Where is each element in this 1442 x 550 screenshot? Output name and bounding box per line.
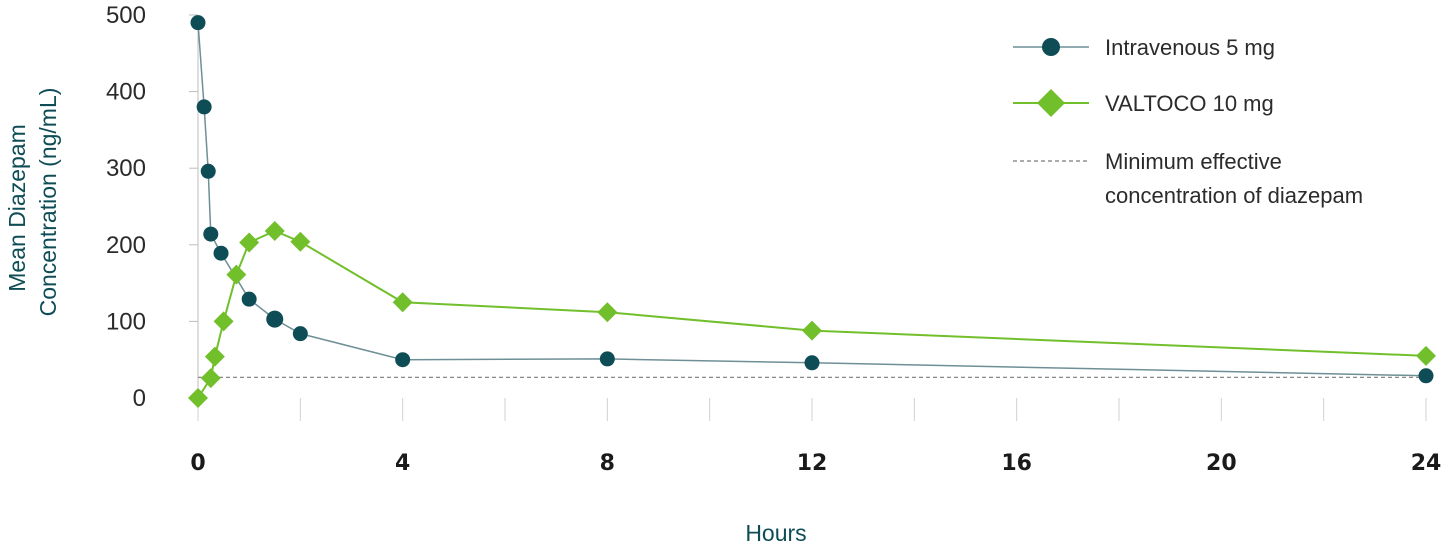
legend-threshold-label-line-1: Minimum effective	[1105, 149, 1282, 174]
data-point-intravenous	[599, 351, 615, 367]
data-point-intravenous	[1418, 368, 1434, 384]
series-line-valtoco	[197, 229, 1427, 399]
data-point-intravenous	[203, 226, 219, 242]
x-tick-label: 20	[1206, 451, 1237, 476]
data-point-intravenous	[190, 15, 206, 31]
y-tick-label: 100	[106, 308, 146, 335]
legend-threshold-label-line-2: concentration of diazepam	[1105, 183, 1363, 208]
data-point-valtoco	[802, 320, 822, 341]
data-point-valtoco	[239, 232, 260, 253]
y-axis-title: Mean Diazepam Concentration (ng/mL)	[4, 88, 61, 317]
data-point-valtoco	[213, 311, 234, 332]
series-group	[188, 15, 1436, 408]
data-point-intravenous	[804, 355, 820, 371]
data-point-valtoco	[204, 346, 225, 367]
data-point-intravenous	[241, 291, 257, 307]
data-point-valtoco	[226, 264, 247, 285]
legend-valtoco-label: VALTOCO 10 mg	[1105, 91, 1274, 116]
data-point-valtoco	[188, 388, 208, 408]
legend-item-iv: Intravenous 5 mg	[1013, 35, 1275, 60]
data-point-intravenous	[292, 326, 308, 342]
data-point-valtoco	[392, 292, 413, 313]
y-tick-label: 0	[133, 385, 146, 412]
x-tick-label: 12	[797, 451, 828, 476]
axes: 0 100 200 300 400 500 0 4 8 12 16 20 24	[106, 2, 1441, 476]
y-tick-label: 500	[106, 2, 146, 29]
series-line-intravenous	[197, 22, 1427, 377]
data-point-valtoco	[597, 302, 618, 323]
y-tick-label: 400	[106, 79, 146, 106]
y-axis-title-line-2: Concentration (ng/mL)	[35, 88, 61, 317]
x-tick-label: 16	[1001, 451, 1032, 476]
data-point-intravenous	[196, 99, 212, 115]
data-point-intravenous	[213, 245, 229, 261]
data-point-valtoco	[290, 231, 311, 252]
legend-iv-marker	[1042, 38, 1060, 56]
data-point-valtoco	[264, 221, 285, 242]
legend-valtoco-marker	[1037, 89, 1065, 117]
y-tick-label: 300	[106, 155, 146, 182]
legend-item-valtoco: VALTOCO 10 mg	[1013, 89, 1274, 117]
data-point-intravenous	[200, 163, 216, 179]
y-axis-title-line-1: Mean Diazepam	[4, 124, 30, 291]
legend: Intravenous 5 mg VALTOCO 10 mg Minimum e…	[1013, 35, 1363, 208]
x-tick-label: 0	[190, 451, 205, 476]
legend-item-threshold: Minimum effective concentration of diaze…	[1013, 149, 1363, 208]
legend-iv-label: Intravenous 5 mg	[1105, 35, 1275, 60]
x-axis-title: Hours	[745, 520, 806, 546]
data-point-valtoco	[200, 368, 221, 389]
x-tick-label: 24	[1411, 451, 1442, 476]
data-point-intravenous	[395, 352, 411, 368]
x-tick-label: 8	[600, 451, 615, 476]
data-point-valtoco	[1416, 345, 1436, 366]
data-point-intravenous	[266, 310, 284, 328]
x-tick-label: 4	[395, 451, 410, 476]
y-tick-label: 200	[106, 232, 146, 259]
